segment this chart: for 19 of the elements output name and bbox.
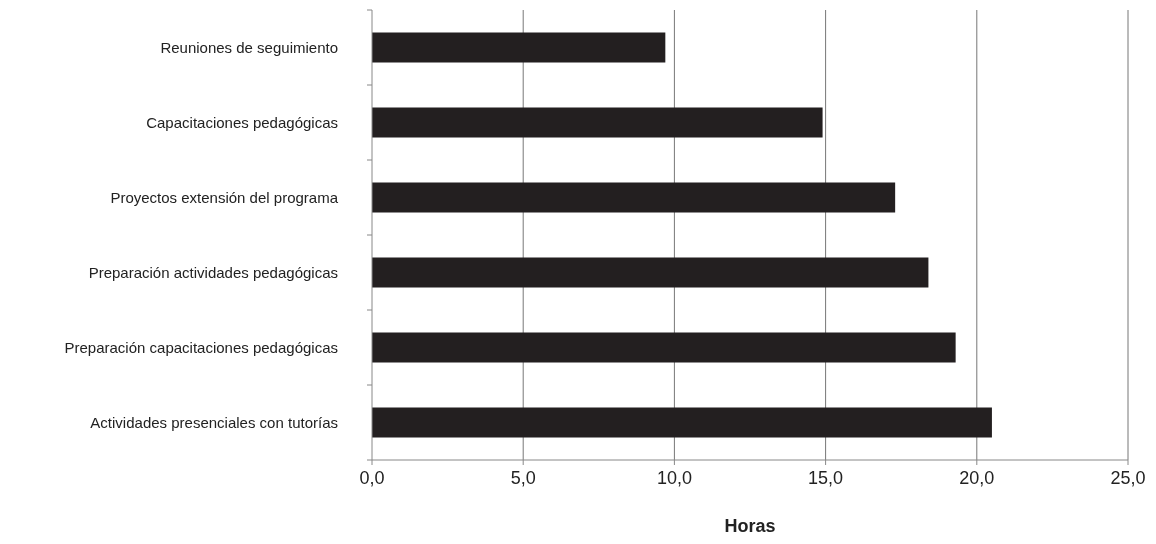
bar	[372, 182, 896, 213]
bar	[372, 407, 992, 438]
x-tick-label: 0,0	[359, 468, 385, 488]
x-tick-label: 20,0	[959, 468, 995, 488]
x-tick-label: 15,0	[808, 468, 844, 488]
y-tick-label: Proyectos extensión del programa	[110, 188, 339, 206]
y-tick-label: Preparación actividades pedagógicas	[88, 263, 338, 281]
y-tick-label: Capacitaciones pedagógicas	[146, 113, 338, 131]
x-axis-title: Horas	[724, 516, 776, 536]
bar	[372, 32, 666, 63]
x-tick-label: 25,0	[1110, 468, 1146, 488]
bar	[372, 332, 956, 363]
y-tick-label: Actividades presenciales con tutorías	[90, 413, 338, 431]
bar	[372, 107, 823, 138]
y-tick-label: Preparación capacitaciones pedagógicas	[64, 338, 338, 356]
bar	[372, 257, 929, 288]
x-tick-label: 10,0	[656, 468, 692, 488]
x-tick-label: 5,0	[510, 468, 536, 488]
y-tick-label: Reuniones de seguimiento	[160, 38, 338, 56]
